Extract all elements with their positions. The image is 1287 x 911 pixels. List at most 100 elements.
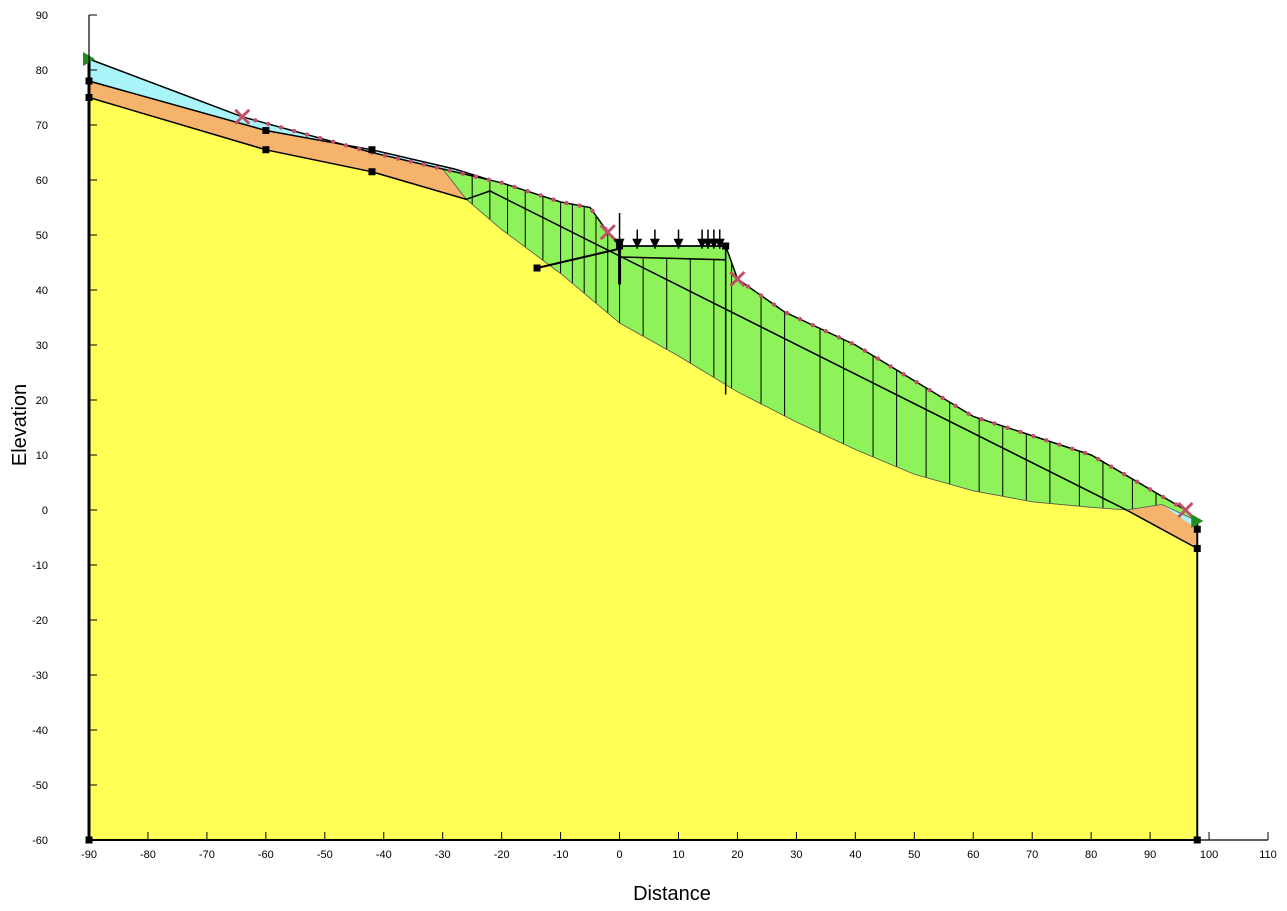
slip-marker-dot [849, 341, 855, 346]
x-tick-label: 30 [790, 849, 802, 861]
slip-cross-stroke [1177, 501, 1194, 519]
material-layers [89, 59, 1198, 840]
slip-marker-dot [1147, 487, 1153, 492]
x-tick-label: 10 [672, 849, 684, 861]
y-tick-label: 10 [36, 450, 48, 462]
slip-surface-line [442, 168, 1198, 522]
anchor-line [536, 247, 620, 269]
slip-marker-dot [836, 335, 842, 340]
slip-marker-dot [551, 197, 556, 202]
slip-cross-marker [234, 108, 251, 125]
slip-marker-dot [304, 132, 310, 137]
vertex-square [262, 127, 270, 134]
slip-marker-dot [473, 174, 478, 179]
x-tick-label: -50 [317, 849, 333, 861]
y-tick-label: -50 [32, 780, 48, 792]
slip-marker-dot [253, 118, 258, 123]
x-tick-label: 100 [1200, 849, 1218, 861]
slip-marker-dot [434, 165, 440, 170]
slip-marker-dot [577, 203, 582, 208]
weathered-layer [89, 81, 1198, 549]
slip-marker-dot [1108, 464, 1114, 469]
slip-marker-dot [1121, 472, 1127, 477]
slip-cross-stroke [234, 108, 251, 125]
x-tick-label: 60 [967, 849, 979, 861]
y-tick-label: -20 [32, 615, 48, 627]
y-tick-label: 0 [42, 505, 48, 517]
y-tick-label: -10 [32, 560, 48, 572]
y-tick-label: 80 [36, 65, 48, 77]
y-tick-label: -60 [32, 835, 48, 847]
slip-marker-dot [395, 156, 401, 161]
slip-marker-dot [901, 372, 906, 377]
bedrock-layer [89, 97, 1198, 840]
slip-marker-dot [940, 395, 945, 401]
slip-marker-dot [797, 316, 803, 322]
slip-marker-dot [564, 200, 569, 206]
slip-marker-dot [810, 323, 816, 328]
vertex-square [722, 242, 730, 250]
slip-marker-dot [499, 180, 504, 185]
retaining-platform [618, 245, 727, 261]
markers [83, 52, 1204, 844]
slip-marker-dot [784, 310, 790, 316]
y-tick-label: 30 [36, 340, 48, 352]
slip-marker-dot [1070, 446, 1075, 452]
slip-marker-dot [291, 128, 297, 134]
slip-marker-dot [771, 302, 777, 307]
y-tick-label: -40 [32, 725, 48, 737]
load-arrow-head [673, 238, 684, 249]
x-tick-label: -40 [376, 849, 392, 861]
y-tick-label: 60 [36, 175, 48, 187]
y-tick-label: 70 [36, 120, 48, 132]
slip-cross-stroke [599, 224, 616, 241]
load-arrow-head [649, 238, 660, 249]
piezometric-marker [1191, 514, 1204, 528]
slip-marker-dot [447, 168, 452, 173]
slip-marker-dot [1005, 425, 1010, 430]
slip-marker-dot [1160, 494, 1166, 500]
slip-marker-dot [512, 184, 517, 190]
slip-marker-dot [1173, 502, 1179, 507]
vertex-square [616, 242, 624, 250]
slip-marker-dot [1057, 442, 1062, 447]
y-tick-label: 50 [36, 230, 48, 242]
y-tick-label: 20 [36, 395, 48, 407]
slip-marker-dot [1044, 438, 1049, 443]
slip-cross-stroke [729, 270, 746, 288]
slip-marker-dot [823, 329, 829, 334]
slip-marker-dot [330, 139, 336, 144]
x-tick-label: 70 [1026, 849, 1038, 861]
slip-marker-dot [343, 143, 349, 148]
slip-marker-dot [927, 387, 932, 393]
x-tick-label: 50 [908, 849, 920, 861]
slip-marker-dot [953, 403, 958, 408]
slip-marker-dot [408, 159, 414, 164]
slip-marker-dot [538, 193, 543, 198]
y-tick-label: -30 [32, 670, 48, 682]
y-axis-title: Elevation [9, 384, 31, 466]
x-tick-label: -10 [553, 849, 569, 861]
slip-marker-dot [590, 208, 595, 213]
x-tick-label: 0 [616, 849, 622, 861]
slip-marker-dot [1134, 479, 1140, 485]
slip-marker-dot [356, 146, 362, 152]
slip-cross-marker [599, 224, 616, 241]
slip-marker-dot [460, 171, 465, 176]
slip-marker-dot [421, 162, 427, 167]
axes: -90 -80 -70 -60 -50 -40 -30 -20 -10 0 10 20 30 40 50 60… [32, 10, 1277, 861]
slip-marker-dot [745, 284, 751, 289]
x-tick-label: 110 [1259, 849, 1277, 861]
slip-marker-dot [382, 153, 388, 158]
slip-marker-dot [888, 364, 893, 369]
y-tick-label: 40 [36, 285, 48, 297]
slip-marker-dot [278, 125, 284, 130]
x-tick-label: -70 [199, 849, 215, 861]
slip-marker-dot [966, 411, 971, 416]
slip-marker-dot [1018, 429, 1023, 435]
x-tick-label: -90 [81, 849, 97, 861]
slip-marker-dot [486, 177, 491, 182]
load-arrow-head [714, 238, 725, 249]
x-tick-label: 40 [849, 849, 861, 861]
